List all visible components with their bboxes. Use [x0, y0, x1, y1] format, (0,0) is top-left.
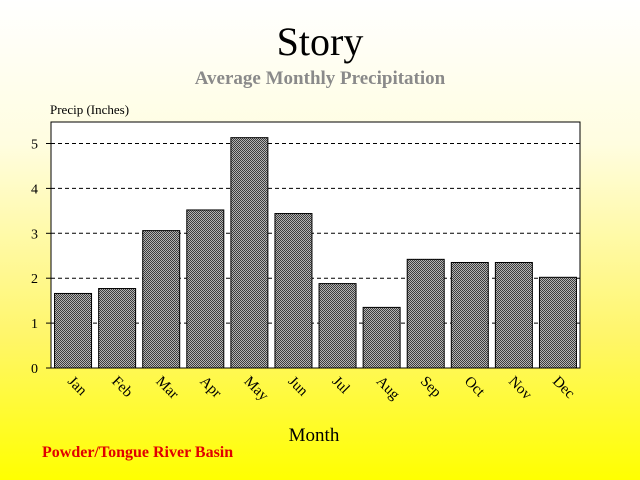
bar-jun: [274, 213, 313, 369]
x-tick-label-apr: Apr: [196, 374, 224, 402]
x-tick-label-aug: Aug: [373, 374, 403, 404]
y-tick-label: 5: [31, 138, 38, 153]
y-tick-label: 1: [31, 317, 38, 332]
x-tick-label-jan: Jan: [64, 374, 90, 400]
x-tick-label-may: May: [241, 374, 272, 405]
bar-mar: [142, 230, 181, 369]
chart-title: Story: [276, 19, 364, 64]
x-axis-label: Month: [289, 425, 340, 446]
bar-may: [230, 137, 269, 369]
bar-nov: [494, 261, 533, 369]
bar-dec: [538, 276, 577, 369]
bar-feb: [98, 288, 137, 369]
y-tick-label: 2: [31, 272, 38, 287]
x-tick-label-mar: Mar: [152, 374, 181, 403]
y-axis-label: Precip (Inches): [50, 102, 129, 117]
x-tick-label-nov: Nov: [505, 374, 535, 404]
bars: [54, 137, 577, 369]
y-tick-label: 4: [31, 182, 38, 197]
basin-footnote: Powder/Tongue River Basin: [42, 444, 234, 461]
x-tick-label-sep: Sep: [417, 374, 444, 401]
bar-jul: [318, 283, 357, 369]
bar-jan: [54, 292, 93, 369]
x-tick-label-dec: Dec: [549, 374, 578, 403]
x-tick-label-jun: Jun: [285, 374, 311, 400]
x-axis-ticks: Jan Feb Mar Apr May Jun Jul Aug Sep Oct Nov Dec: [64, 374, 578, 405]
y-tick-label: 3: [31, 227, 38, 242]
bar-aug: [362, 306, 401, 369]
chart-subtitle: Average Monthly Precipitation: [194, 68, 446, 89]
x-tick-label-feb: Feb: [108, 374, 135, 401]
bar-apr: [186, 209, 225, 369]
bar-sep: [406, 258, 445, 369]
plot-area: [50, 121, 581, 369]
bar-oct: [450, 261, 489, 369]
y-axis-ticks: 0 1 2 3 4 5: [31, 138, 51, 377]
x-tick-label-oct: Oct: [461, 374, 488, 401]
y-tick-label: 0: [31, 362, 38, 377]
x-tick-label-jul: Jul: [329, 374, 353, 398]
